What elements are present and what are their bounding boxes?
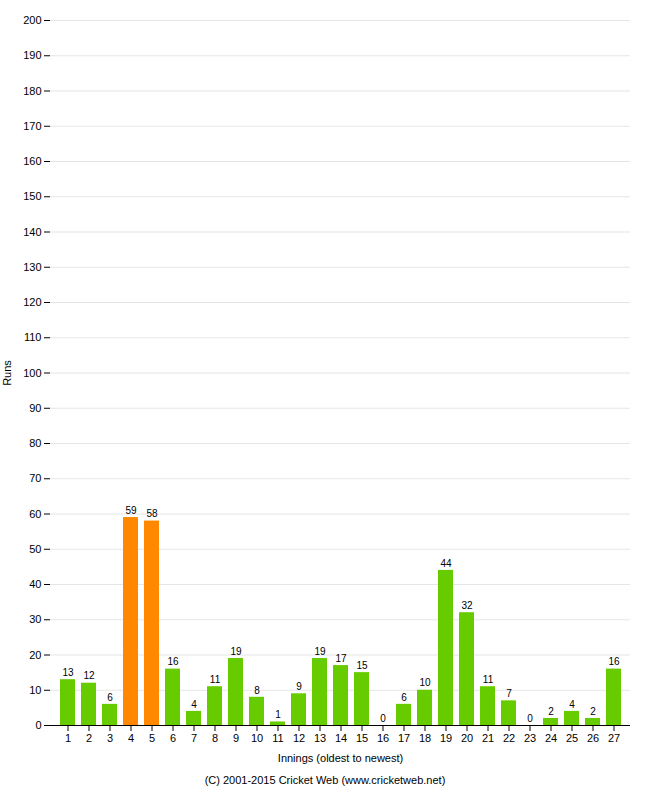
svg-text:11: 11 — [483, 674, 494, 685]
svg-text:19: 19 — [230, 646, 242, 657]
svg-text:180: 180 — [23, 85, 41, 97]
svg-text:40: 40 — [29, 578, 41, 590]
svg-text:50: 50 — [29, 543, 41, 555]
svg-text:22: 22 — [503, 732, 515, 744]
svg-text:17: 17 — [398, 732, 410, 744]
svg-text:10: 10 — [419, 677, 431, 688]
svg-text:4: 4 — [569, 699, 575, 710]
svg-text:8: 8 — [254, 685, 260, 696]
svg-text:80: 80 — [29, 437, 41, 449]
svg-text:25: 25 — [566, 732, 578, 744]
svg-text:26: 26 — [587, 732, 599, 744]
svg-text:9: 9 — [296, 681, 302, 692]
svg-text:24: 24 — [545, 732, 557, 744]
svg-text:11: 11 — [210, 674, 221, 685]
svg-text:16: 16 — [167, 656, 179, 667]
svg-text:70: 70 — [29, 472, 41, 484]
svg-text:6: 6 — [401, 692, 407, 703]
svg-text:19: 19 — [314, 646, 326, 657]
svg-text:2: 2 — [590, 706, 596, 717]
svg-text:21: 21 — [482, 732, 494, 744]
svg-text:5: 5 — [149, 732, 155, 744]
svg-text:3: 3 — [107, 732, 113, 744]
svg-text:20: 20 — [461, 732, 473, 744]
svg-text:15: 15 — [356, 732, 368, 744]
svg-text:170: 170 — [23, 120, 41, 132]
svg-text:0: 0 — [35, 719, 41, 731]
svg-text:14: 14 — [335, 732, 347, 744]
svg-text:0: 0 — [527, 713, 533, 724]
svg-text:90: 90 — [29, 402, 41, 414]
svg-text:200: 200 — [23, 14, 41, 26]
svg-text:160: 160 — [23, 155, 41, 167]
svg-text:Innings (oldest to newest): Innings (oldest to newest) — [278, 752, 403, 764]
svg-text:59: 59 — [125, 505, 137, 516]
svg-text:12: 12 — [293, 732, 305, 744]
svg-text:16: 16 — [608, 656, 620, 667]
svg-text:9: 9 — [233, 732, 239, 744]
svg-text:58: 58 — [146, 508, 158, 519]
svg-text:130: 130 — [23, 261, 41, 273]
svg-text:11: 11 — [272, 732, 283, 744]
svg-text:4: 4 — [191, 699, 197, 710]
svg-text:16: 16 — [377, 732, 389, 744]
svg-text:120: 120 — [23, 296, 41, 308]
svg-text:18: 18 — [419, 732, 431, 744]
svg-text:10: 10 — [251, 732, 263, 744]
svg-text:8: 8 — [212, 732, 218, 744]
svg-text:1: 1 — [275, 709, 281, 720]
svg-text:20: 20 — [29, 649, 41, 661]
html-text:(C) 2001-2015 Cricket Web (www: (C) 2001-2015 Cricket Web (www.cricketwe… — [204, 774, 446, 786]
svg-text:140: 140 — [23, 226, 41, 238]
svg-text:23: 23 — [524, 732, 536, 744]
svg-text:30: 30 — [29, 613, 41, 625]
svg-text:4: 4 — [128, 732, 134, 744]
svg-text:15: 15 — [356, 660, 368, 671]
svg-text:7: 7 — [506, 688, 512, 699]
svg-text:19: 19 — [440, 732, 452, 744]
svg-text:6: 6 — [170, 732, 176, 744]
svg-text:1: 1 — [65, 732, 71, 744]
svg-text:2: 2 — [86, 732, 92, 744]
svg-text:27: 27 — [608, 732, 620, 744]
svg-text:12: 12 — [83, 670, 95, 681]
svg-text:150: 150 — [23, 190, 41, 202]
svg-text:60: 60 — [29, 508, 41, 520]
svg-text:110: 110 — [24, 331, 42, 343]
svg-text:190: 190 — [23, 49, 41, 61]
svg-text:13: 13 — [62, 667, 74, 678]
svg-text:100: 100 — [23, 367, 41, 379]
svg-text:0: 0 — [380, 713, 386, 724]
svg-text:2: 2 — [548, 706, 554, 717]
svg-text:44: 44 — [440, 558, 452, 569]
svg-text:7: 7 — [191, 732, 197, 744]
svg-text:17: 17 — [335, 653, 347, 664]
svg-text:10: 10 — [29, 684, 41, 696]
svg-text:Runs: Runs — [1, 360, 13, 386]
svg-text:6: 6 — [107, 692, 113, 703]
svg-text:32: 32 — [461, 600, 473, 611]
svg-text:13: 13 — [314, 732, 326, 744]
